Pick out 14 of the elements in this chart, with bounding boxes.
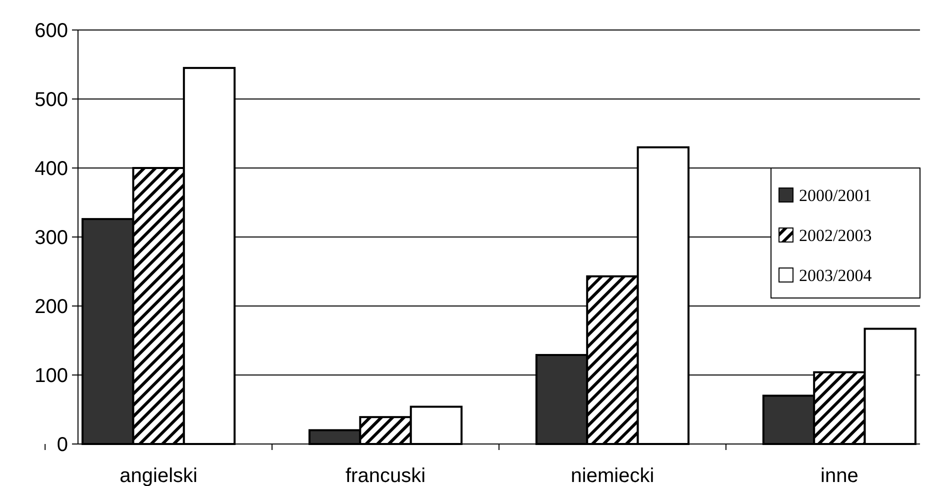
y-tick-label: 600 <box>34 20 68 42</box>
x-tick-label: inne <box>820 465 858 486</box>
legend-label: 2002/2003 <box>799 226 872 245</box>
y-tick-label: 100 <box>34 365 68 387</box>
legend-label: 2003/2004 <box>799 266 872 285</box>
x-tick-label: niemiecki <box>570 465 654 486</box>
y-tick-label: 0 <box>56 434 68 456</box>
y-tick-label: 300 <box>34 227 68 249</box>
x-tick-label: angielski <box>120 465 198 486</box>
legend-label: 2000/2001 <box>799 186 872 205</box>
y-tick-label: 500 <box>34 89 68 111</box>
y-tick-label: 400 <box>34 158 68 180</box>
x-tick-label: francuski <box>346 465 426 486</box>
y-tick-label: 200 <box>34 296 68 318</box>
